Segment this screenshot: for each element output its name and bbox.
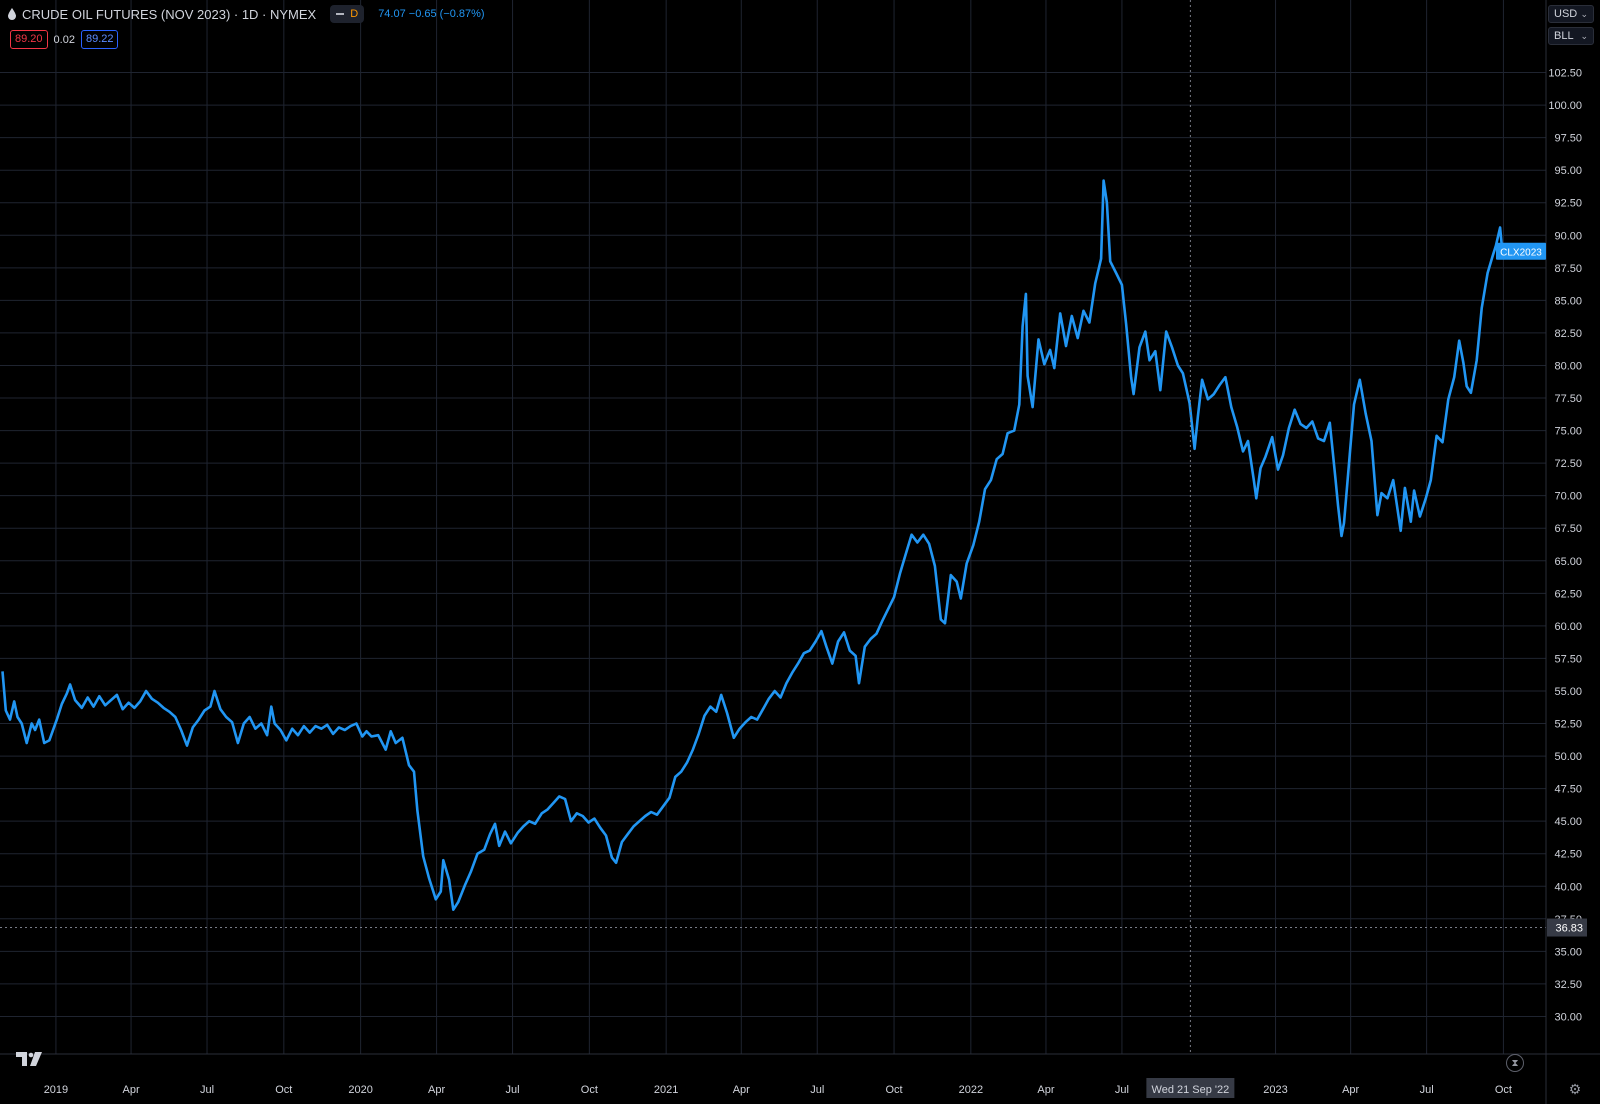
y-tick-label: 80.00 [1554,360,1582,372]
y-tick-label: 62.50 [1554,588,1582,600]
grid-lines [0,0,1546,1054]
x-tick-label: Apr [1037,1084,1054,1096]
crosshair-date-tag: Wed 21 Sep '22 [1146,1078,1235,1098]
y-tick-label: 75.00 [1554,426,1582,438]
x-tick-label: 2021 [654,1084,678,1096]
spread-value: 0.02 [53,33,75,46]
hourglass-reset-icon[interactable]: ⧗ [1506,1054,1524,1072]
y-tick-label: 82.50 [1554,328,1582,340]
y-tick-label: 92.50 [1554,198,1582,210]
x-tick-label: 2020 [348,1084,372,1096]
currency-selector[interactable]: USD ⌄ [1548,5,1594,23]
y-tick-label: 55.00 [1554,686,1582,698]
x-tick-label: Oct [275,1084,292,1096]
y-tick-label: 100.00 [1548,100,1582,112]
crosshair [0,0,1546,1054]
chevron-down-icon: ⌄ [1580,8,1588,19]
y-tick-label: 30.00 [1554,1011,1582,1023]
y-tick-label: 35.00 [1554,946,1582,958]
y-tick-label: 32.50 [1554,979,1582,991]
x-tick-label: Jul [1420,1084,1434,1096]
x-tick-label: 2019 [44,1084,68,1096]
y-tick-label: 97.50 [1554,133,1582,145]
x-tick-label: 2023 [1263,1084,1287,1096]
chevron-down-icon: ⌄ [1580,30,1588,41]
crosshair-price-bg [1547,918,1587,937]
x-tick-label: 2022 [959,1084,983,1096]
plot-area[interactable] [1,179,1504,912]
unit-label: BLL [1554,30,1574,42]
y-tick-label: 85.00 [1554,295,1582,307]
x-tick-label: Apr [122,1084,139,1096]
tradingview-logo-icon[interactable] [16,1051,44,1067]
unit-selector[interactable]: BLL ⌄ [1548,27,1594,45]
y-tick-label: 50.00 [1554,751,1582,763]
oil-drop-icon [8,8,16,20]
currency-label: USD [1554,8,1578,20]
y-tick-label: 40.00 [1554,881,1582,893]
series-last-value-tag: CLX2023 [1496,242,1546,260]
settings-gear-icon[interactable]: ⚙ [1568,1080,1582,1097]
y-tick-label: 90.00 [1554,230,1582,242]
y-tick-label: 65.00 [1554,556,1582,568]
chart-header: CRUDE OIL FUTURES (NOV 2023) · 1D · NYME… [8,4,485,24]
interval-label: D [350,8,359,20]
series-tag-label: CLX2023 [1500,248,1542,259]
crosshair-price-tag: 36.83 [1547,918,1587,937]
x-tick-label: Oct [1495,1084,1512,1096]
x-tick-label: Jul [200,1084,214,1096]
x-tick-label: Jul [810,1084,824,1096]
y-tick-label: 42.50 [1554,849,1582,861]
x-tick-label: Apr [1342,1084,1359,1096]
x-tick-label: Apr [733,1084,750,1096]
minus-icon [336,13,345,15]
y-tick-label: 77.50 [1554,393,1582,405]
crosshair-date-label: Wed 21 Sep '22 [1152,1084,1230,1096]
crosshair-price-label: 36.83 [1555,923,1583,935]
y-tick-label: 67.50 [1554,523,1582,535]
y-tick-label: 72.50 [1554,458,1582,470]
last-quote: 74.07 −0.65 (−0.87%) [378,8,485,20]
x-tick-label: Oct [581,1084,598,1096]
y-tick-label: 87.50 [1554,263,1582,275]
y-tick-label: 57.50 [1554,653,1582,665]
interval-pill[interactable]: D [330,5,365,23]
ask-button[interactable]: 89.22 [80,30,119,49]
series-tag-bg [1496,242,1546,260]
y-tick-label: 60.00 [1554,621,1582,633]
y-tick-label: 52.50 [1554,719,1582,731]
y-tick-label: 102.50 [1548,68,1582,80]
crosshair-date-bg [1146,1078,1235,1098]
x-tick-label: Jul [1115,1084,1129,1096]
y-tick-label: 47.50 [1554,784,1582,796]
x-tick-label: Oct [885,1084,902,1096]
y-tick-label: 95.00 [1554,165,1582,177]
x-tick-label: Apr [428,1084,445,1096]
bid-button[interactable]: 89.20 [10,30,48,49]
bid-ask-row: 89.20 0.02 89.22 [10,30,119,49]
x-tick-label: Jul [506,1084,520,1096]
y-tick-label: 70.00 [1554,491,1582,503]
symbol-title[interactable]: CRUDE OIL FUTURES (NOV 2023) · 1D · NYME… [22,6,317,22]
y-tick-label: 45.00 [1554,816,1582,828]
